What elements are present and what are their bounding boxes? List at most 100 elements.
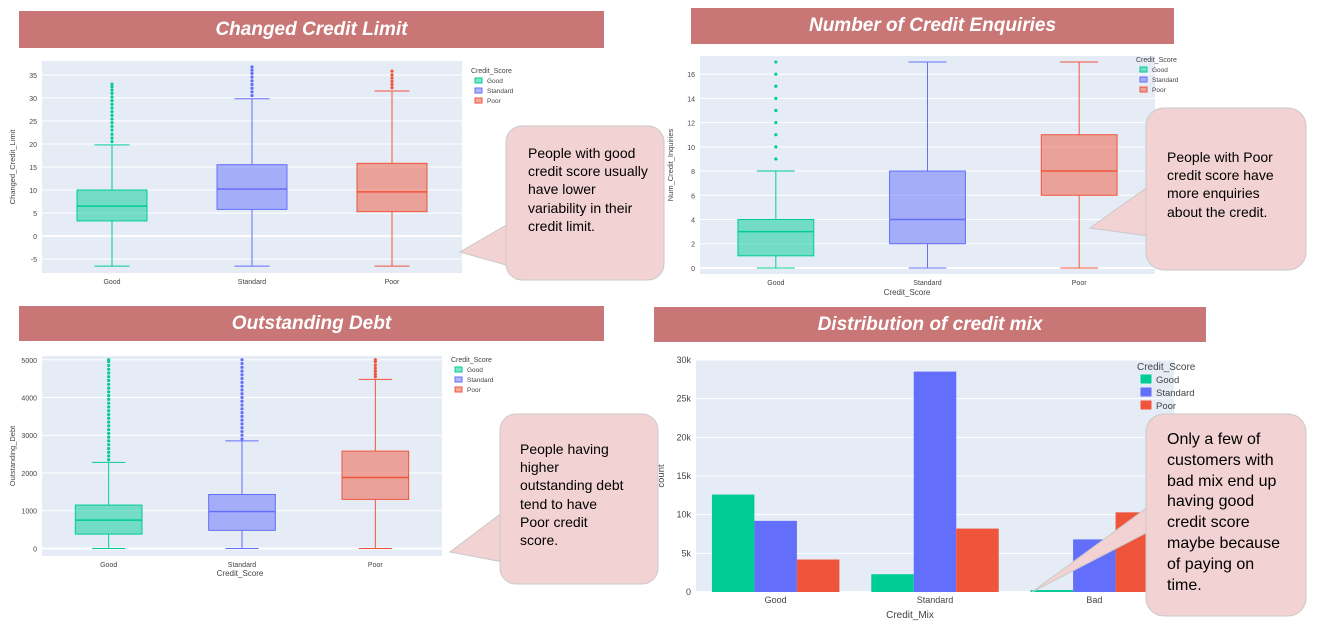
outlier-point-good [110, 85, 114, 89]
outlier-point-standard [240, 380, 244, 385]
chart-title: Distribution of credit mix [817, 313, 1043, 335]
y-tick-label: 20 [29, 142, 37, 149]
outlier-point-standard [240, 361, 244, 366]
outlier-point-good [110, 140, 114, 144]
y-tick-label: 15k [676, 471, 691, 481]
bar-standard-poor [956, 528, 999, 592]
y-tick-label: 10 [29, 188, 37, 195]
x-tick-label: Poor [385, 279, 400, 286]
outlier-point-standard [240, 426, 244, 430]
outlier-point-good [107, 409, 111, 413]
legend-label-poor: Poor [1156, 401, 1176, 412]
outlier-point-standard [240, 369, 244, 373]
y-tick-label: 8 [691, 169, 695, 176]
outlier-point-standard [240, 384, 244, 388]
banner-outstanding-debt: Outstanding Debt [19, 306, 604, 341]
outlier-point-good [107, 378, 111, 383]
x-tick-label: Poor [368, 562, 383, 569]
outlier-point-good [774, 60, 778, 64]
outlier-point-good [110, 102, 114, 106]
outlier-point-standard [240, 358, 244, 362]
outlier-point-good [107, 382, 111, 386]
outlier-point-standard [240, 414, 244, 418]
legend-swatch-good [1140, 374, 1152, 384]
outlier-point-standard [240, 392, 244, 396]
y-tick-label: 0 [33, 234, 37, 241]
bar-good-standard [754, 520, 797, 592]
box-poor [1040, 134, 1118, 196]
legend-swatch-poor [1140, 400, 1152, 410]
y-tick-label: 25 [29, 119, 37, 126]
outlier-point-good [107, 424, 111, 428]
x-tick-label: Poor [1072, 280, 1087, 287]
callout-text: Only a few of customers with bad mix end… [1167, 431, 1280, 594]
outlier-point-good [107, 405, 111, 409]
y-tick-label: 25k [676, 394, 691, 404]
callout-shape [1088, 107, 1307, 271]
legend-label-standard: Standard [467, 377, 494, 384]
y-tick-label: 0 [691, 266, 695, 273]
outlier-point-standard [250, 90, 254, 94]
y-tick-label: 12 [687, 121, 695, 128]
x-tick-label: Standard [917, 595, 954, 605]
outlier-point-good [107, 390, 111, 394]
outlier-point-good [107, 439, 111, 443]
outlier-point-good [110, 132, 114, 136]
outlier-point-poor [373, 375, 377, 379]
legend-label-good: Good [1156, 375, 1179, 386]
outlier-point-good [107, 450, 111, 454]
chart-credit-mix: 0 5k 10k 15k 20k 25k 30k count Credit_Mix Credit_… [650, 350, 1310, 622]
bar-good-good [711, 494, 755, 592]
outlier-point-good [107, 375, 111, 379]
legend-title: Credit_Score [471, 68, 512, 75]
y-tick-label: 2000 [21, 471, 37, 478]
x-axis-label: Credit_Score [217, 569, 264, 578]
outlier-point-good [107, 446, 111, 451]
callout-text: People with good credit score usually ha… [528, 145, 648, 234]
outlier-point-standard [250, 65, 254, 69]
outlier-point-good [110, 82, 114, 86]
bar-bad-good [1030, 590, 1074, 592]
chart-outstanding-debt-svg: 0 1000 2000 3000 4000 5000 Outstanding_Debt Cre… [8, 356, 494, 578]
outlier-point-good [110, 124, 114, 129]
y-axis-label: Changed_Credit_Limit [8, 129, 17, 205]
legend-swatch-standard [454, 376, 463, 383]
outlier-point-good [107, 435, 111, 439]
legend-label-good: Good [1152, 67, 1168, 74]
legend-swatch-poor [454, 386, 463, 393]
callout-credit-enquiries: People with Poor credit score have more … [1085, 106, 1315, 276]
outlier-point-good [774, 84, 778, 88]
chart-outstanding-debt: 0 1000 2000 3000 4000 5000 Outstanding_Debt Cre… [0, 350, 660, 585]
outlier-point-good [107, 458, 111, 462]
y-axis-label: Outstanding_Debt [8, 425, 17, 486]
outlier-point-good [774, 96, 778, 100]
chart-title: Outstanding Debt [231, 312, 392, 334]
outlier-point-good [774, 157, 778, 161]
y-tick-label: 35 [29, 73, 37, 80]
box-poor [341, 450, 410, 500]
outlier-point-standard [240, 373, 244, 377]
outlier-point-good [774, 121, 778, 125]
legend-title: Credit_Score [1137, 362, 1196, 373]
outlier-point-standard [240, 388, 244, 392]
y-tick-label: 4 [691, 218, 695, 225]
chart-credit-limit-svg: -5 0 5 10 15 20 25 30 35 Changed_Credit_Limit Cred… [8, 61, 514, 286]
outlier-point-standard [240, 395, 244, 400]
outlier-point-good [110, 95, 114, 99]
outlier-point-good [107, 431, 111, 435]
y-tick-label: 14 [687, 96, 695, 103]
callout-credit-mix: Only a few of customers with bad mix end… [1030, 412, 1315, 620]
outlier-point-good [107, 397, 111, 401]
legend-label-standard: Standard [1152, 77, 1179, 84]
banner-credit-limit: Changed Credit Limit [19, 11, 604, 48]
outlier-point-good [107, 420, 111, 424]
x-tick-label: Standard [228, 562, 257, 569]
callout-shape [448, 413, 659, 585]
y-tick-label: 5000 [21, 358, 37, 365]
y-tick-label: 16 [687, 72, 695, 79]
outlier-point-good [107, 401, 111, 405]
outlier-point-standard [250, 82, 254, 87]
outlier-point-good [774, 108, 778, 113]
box-standard [889, 170, 966, 245]
outlier-point-good [110, 121, 114, 125]
